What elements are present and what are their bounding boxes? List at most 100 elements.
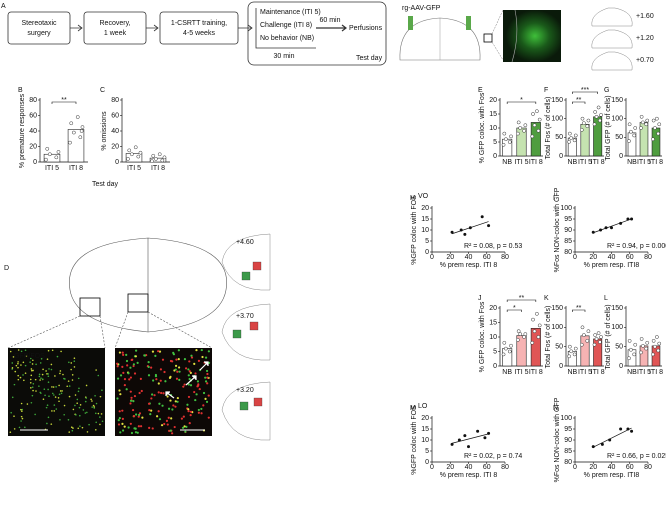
cell bbox=[74, 404, 76, 407]
cell bbox=[204, 376, 207, 379]
cell bbox=[122, 371, 125, 374]
point bbox=[656, 131, 661, 136]
cell bbox=[38, 375, 41, 378]
point bbox=[598, 340, 602, 344]
panel-label: J bbox=[478, 295, 482, 302]
cell bbox=[204, 380, 208, 383]
cell bbox=[41, 378, 44, 380]
y-tick-label: 5 bbox=[493, 348, 497, 355]
cell bbox=[116, 397, 119, 400]
point bbox=[56, 150, 61, 154]
cell bbox=[59, 370, 62, 372]
cell bbox=[193, 390, 196, 394]
cell bbox=[197, 408, 200, 412]
condition: Maintenance (ITI 5) bbox=[260, 9, 321, 16]
cell bbox=[94, 394, 96, 397]
cell bbox=[82, 409, 85, 411]
cell bbox=[129, 376, 133, 379]
cell bbox=[119, 431, 122, 434]
point bbox=[572, 138, 577, 143]
coronal-section bbox=[7, 237, 227, 349]
point bbox=[160, 158, 165, 163]
x-tick-label: ITI 5 bbox=[514, 159, 528, 166]
cell bbox=[155, 378, 158, 381]
cell bbox=[123, 425, 126, 428]
x-tick-label: 80 bbox=[501, 464, 509, 471]
cell bbox=[95, 369, 97, 371]
cell bbox=[116, 362, 119, 365]
cell bbox=[201, 355, 204, 359]
point bbox=[639, 114, 644, 119]
point bbox=[71, 130, 76, 135]
panel-label: D bbox=[4, 265, 9, 272]
cell bbox=[99, 395, 102, 398]
cell bbox=[81, 426, 84, 429]
cell bbox=[133, 427, 136, 430]
cell bbox=[172, 404, 175, 407]
cell bbox=[147, 402, 151, 405]
coordinate: +1.20 bbox=[636, 35, 654, 42]
cell bbox=[188, 422, 191, 425]
cell bbox=[137, 413, 141, 417]
cell bbox=[134, 431, 138, 434]
cell bbox=[189, 410, 193, 413]
point bbox=[593, 333, 598, 337]
cell bbox=[59, 418, 61, 421]
cell bbox=[20, 415, 23, 418]
y-tick-label: 100 bbox=[551, 324, 563, 331]
cell bbox=[75, 414, 77, 416]
point bbox=[627, 356, 631, 361]
cell bbox=[182, 385, 185, 388]
cell bbox=[130, 431, 134, 435]
point bbox=[573, 133, 578, 138]
cell bbox=[134, 355, 137, 358]
cell bbox=[11, 362, 14, 364]
cell bbox=[200, 412, 203, 415]
cell bbox=[30, 387, 32, 389]
cell bbox=[30, 368, 33, 370]
x-tick-label: NB bbox=[627, 159, 637, 166]
point bbox=[579, 342, 584, 347]
cell bbox=[15, 364, 18, 367]
point bbox=[632, 133, 637, 138]
cell bbox=[13, 415, 15, 417]
x-tick-label: NB bbox=[627, 369, 637, 376]
cell bbox=[57, 397, 60, 399]
cell bbox=[58, 384, 60, 387]
cell bbox=[84, 412, 87, 414]
point bbox=[536, 335, 541, 339]
cell bbox=[71, 374, 74, 376]
y-tick-label: 80 bbox=[111, 97, 119, 104]
cell bbox=[88, 423, 90, 426]
y-axis-label: % GFP coloc. with Fos bbox=[479, 92, 486, 163]
x-axis-label: % prem resp. ITI 8 bbox=[440, 262, 498, 269]
bar bbox=[67, 129, 85, 163]
cell bbox=[72, 427, 74, 429]
bar bbox=[530, 122, 541, 157]
cell bbox=[38, 373, 41, 376]
point bbox=[80, 125, 85, 129]
point bbox=[567, 131, 572, 136]
y-tick-label: 80 bbox=[564, 459, 572, 466]
step: 1 week bbox=[104, 30, 127, 37]
point bbox=[639, 337, 644, 341]
cell bbox=[188, 360, 191, 363]
cell bbox=[17, 374, 20, 377]
bar bbox=[43, 153, 61, 163]
cell bbox=[118, 351, 121, 354]
cell bbox=[60, 392, 63, 395]
cell bbox=[136, 431, 139, 434]
point bbox=[651, 137, 655, 142]
cell bbox=[195, 349, 198, 352]
cell bbox=[55, 408, 58, 410]
cell bbox=[20, 350, 23, 353]
point bbox=[592, 122, 597, 127]
cell bbox=[54, 396, 57, 398]
y-tick-label: 90 bbox=[564, 437, 572, 444]
cell bbox=[74, 394, 77, 396]
x-tick-label: 40 bbox=[465, 464, 473, 471]
cell bbox=[19, 376, 22, 379]
cell bbox=[18, 426, 21, 429]
point bbox=[651, 118, 656, 123]
cell bbox=[151, 393, 154, 396]
